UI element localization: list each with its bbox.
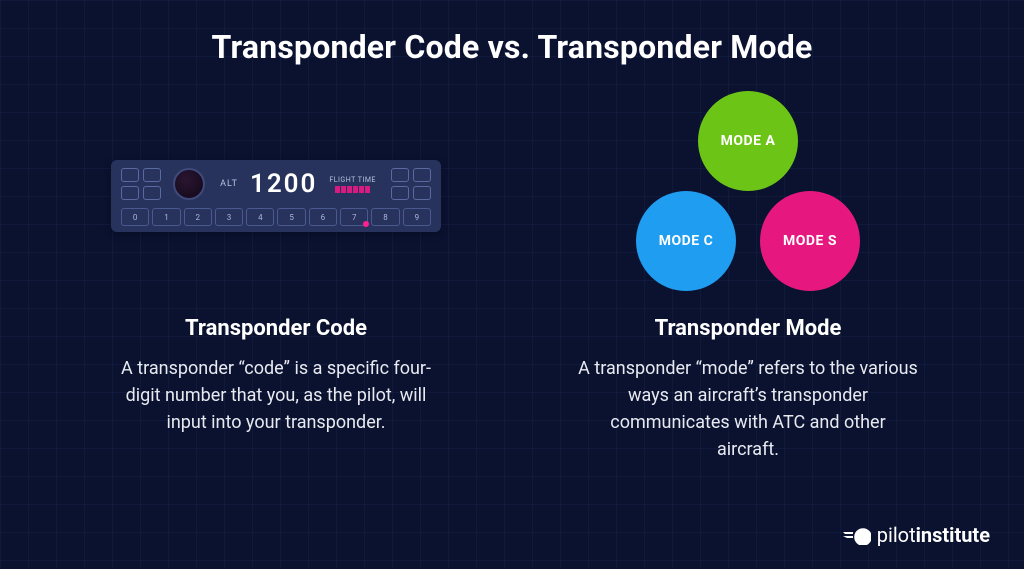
indicator-dot [363, 221, 369, 227]
brand-text: pilotinstitute [877, 523, 990, 547]
right-column: MODE AMODE CMODE S Transponder Mode A tr… [528, 86, 968, 463]
mode-circle-c: MODE C [636, 191, 736, 291]
digit-button-3: 3 [215, 208, 243, 226]
digit-button-5: 5 [277, 208, 305, 226]
right-heading: Transponder Mode [655, 316, 842, 341]
digit-button-6: 6 [309, 208, 337, 226]
digit-button-1: 1 [152, 208, 180, 226]
device-top-row: ALT 1200 FLIGHT TIME [121, 168, 431, 200]
right-side-buttons [391, 168, 431, 200]
transponder-device: ALT 1200 FLIGHT TIME 0123456789 [111, 160, 441, 232]
squawk-code: 1200 [250, 169, 317, 199]
mode-circle-a: MODE A [698, 91, 798, 191]
side-button [121, 168, 139, 182]
left-body: A transponder “code” is a specific four-… [106, 355, 446, 436]
flight-time-bar [359, 186, 364, 193]
transponder-illustration: ALT 1200 FLIGHT TIME 0123456789 [56, 86, 496, 306]
dial-knob [173, 168, 205, 200]
flight-time-bar [353, 186, 358, 193]
left-side-buttons [121, 168, 161, 200]
wings-badge-icon [843, 525, 871, 545]
page-title: Transponder Code vs. Transponder Mode [0, 0, 1024, 66]
digit-button-9: 9 [403, 208, 431, 226]
digit-button-0: 0 [121, 208, 149, 226]
modes-illustration: MODE AMODE CMODE S [528, 86, 968, 306]
content-columns: ALT 1200 FLIGHT TIME 0123456789 [0, 66, 1024, 463]
side-button [143, 168, 161, 182]
side-button [391, 186, 409, 200]
side-button [121, 186, 139, 200]
flight-time-bars [335, 186, 370, 193]
flight-time-bar [341, 186, 346, 193]
alt-label: ALT [220, 179, 238, 189]
digit-row: 0123456789 [121, 208, 431, 226]
left-column: ALT 1200 FLIGHT TIME 0123456789 [56, 86, 496, 463]
flight-time-label: FLIGHT TIME [329, 176, 376, 184]
digit-button-8: 8 [371, 208, 399, 226]
flight-time-bar [347, 186, 352, 193]
side-button [413, 186, 431, 200]
digit-button-2: 2 [184, 208, 212, 226]
display-area: ALT 1200 FLIGHT TIME [213, 169, 383, 199]
side-button [143, 186, 161, 200]
flight-time-bar [335, 186, 340, 193]
brand-logo: pilotinstitute [843, 523, 990, 547]
mode-circles: MODE AMODE CMODE S [618, 91, 878, 301]
right-body: A transponder “mode” refers to the vario… [578, 355, 918, 463]
flight-time-block: FLIGHT TIME [329, 176, 376, 193]
left-heading: Transponder Code [185, 316, 367, 341]
side-button [391, 168, 409, 182]
digit-button-7: 7 [340, 208, 368, 226]
flight-time-bar [365, 186, 370, 193]
side-button [413, 168, 431, 182]
digit-button-4: 4 [246, 208, 274, 226]
mode-circle-s: MODE S [760, 191, 860, 291]
